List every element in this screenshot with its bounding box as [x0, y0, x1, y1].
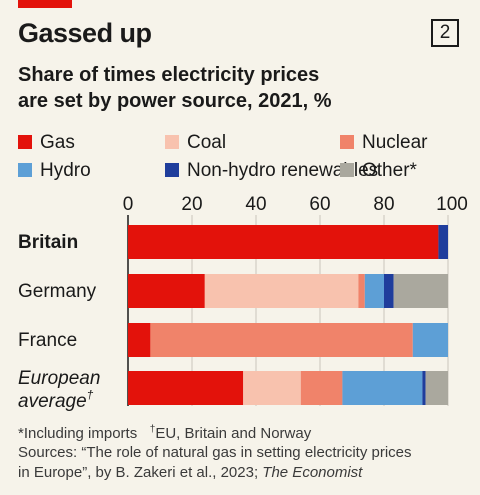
bar-european-average-non-hydro-renewables: [422, 371, 426, 405]
x-tick-label-40: 40: [245, 194, 266, 215]
footnote-sources-cont: in Europe”, by B. Zakeri et al., 2023;: [18, 464, 263, 481]
footnote-region: EU, Britain and Norway: [155, 425, 312, 442]
legend-swatch-nuclear: [340, 135, 354, 149]
footnote-line-3: in Europe”, by B. Zakeri et al., 2023; T…: [18, 463, 362, 483]
legend-swatch-gas: [18, 135, 32, 149]
bar-germany-hydro: [364, 274, 384, 308]
category-label-france: France: [18, 330, 77, 351]
bar-germany-non-hydro-renewables: [384, 274, 394, 308]
bar-france-hydro: [412, 323, 448, 357]
legend-label-non-hydro-renewables: Non-hydro renewables: [187, 160, 379, 181]
legend-label-other: Other*: [362, 160, 417, 181]
x-tick-label-60: 60: [309, 194, 330, 215]
bar-germany-other: [393, 274, 448, 308]
chart-number-badge: 2: [431, 19, 459, 47]
legend-swatch-hydro: [18, 163, 32, 177]
legend-label-coal: Coal: [187, 132, 227, 153]
x-tick-label-100: 100: [436, 194, 468, 215]
category-label-average: average†: [18, 388, 94, 412]
legend-label-nuclear: Nuclear: [362, 132, 428, 153]
bar-germany-nuclear: [358, 274, 365, 308]
subtitle-line-2: are set by power source, 2021, %: [18, 90, 332, 112]
x-tick-label-20: 20: [181, 194, 202, 215]
legend-swatch-other: [340, 163, 354, 177]
footnote-imports: *Including imports: [18, 425, 138, 442]
legend-label-gas: Gas: [40, 132, 75, 153]
category-label-germany: Germany: [18, 281, 97, 302]
bar-britain-gas: [128, 225, 439, 259]
bar-france-nuclear: [150, 323, 413, 357]
bar-european-average-nuclear: [300, 371, 343, 405]
x-tick-label-80: 80: [373, 194, 394, 215]
bar-european-average-coal: [243, 371, 301, 405]
chart-subtitle: Share of times electricity prices are se…: [18, 62, 458, 114]
legend-swatch-non-hydro-renewables: [165, 163, 179, 177]
bar-european-average-other: [425, 371, 448, 405]
bar-european-average-hydro: [342, 371, 423, 405]
category-label-european: European: [18, 368, 100, 389]
bar-germany-coal: [204, 274, 359, 308]
category-label-dagger: †: [87, 388, 94, 402]
chart-title: Gassed up: [18, 18, 152, 48]
footnote-publication: The Economist: [262, 464, 363, 481]
bar-france-gas: [128, 323, 151, 357]
x-tick-label-0: 0: [123, 194, 134, 215]
bar-germany-gas: [128, 274, 205, 308]
category-label-britain: Britain: [18, 232, 78, 253]
stacked-bar-chart: 0 20 40 60 80 100 Britain Germany France European…: [18, 194, 468, 412]
legend-label-hydro: Hydro: [40, 160, 91, 181]
subtitle-line-1: Share of times electricity prices: [18, 64, 320, 86]
bar-european-average-gas: [128, 371, 244, 405]
accent-bar: [18, 0, 72, 8]
legend-swatch-coal: [165, 135, 179, 149]
footnote-line-1: *Including imports †EU, Britain and Norw…: [18, 420, 311, 444]
footnote-dagger: †: [149, 424, 156, 435]
bar-britain-non-hydro-renewables: [438, 225, 448, 259]
footnote-sources: Sources: “The role of natural gas in set…: [18, 444, 412, 461]
